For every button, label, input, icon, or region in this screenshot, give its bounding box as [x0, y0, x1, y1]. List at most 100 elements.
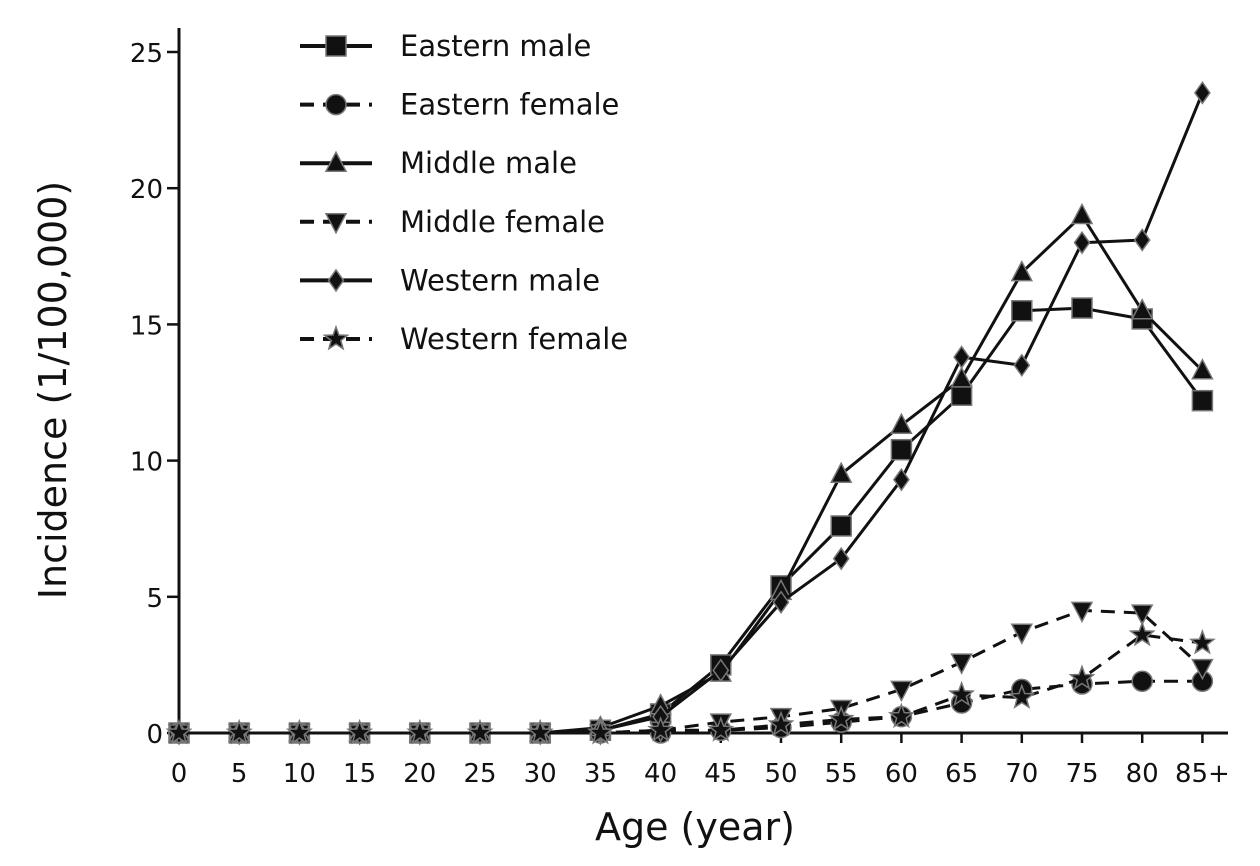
series-line	[179, 306, 1204, 735]
data-point	[1068, 664, 1096, 690]
series-middle-female	[167, 601, 1214, 746]
y-axis-title: Incidence (1/100,000)	[31, 181, 75, 599]
series-middle-male	[167, 202, 1214, 742]
data-point	[1010, 623, 1034, 645]
x-tick-label: 85+	[1175, 759, 1230, 789]
data-point	[950, 653, 973, 675]
x-tick-label: 40	[644, 759, 677, 789]
data-point	[1070, 601, 1094, 624]
x-tick-label: 20	[403, 759, 436, 789]
legend-item-western-female: Western female	[300, 322, 628, 356]
y-ticks: 0 5 10 15 20 25	[130, 39, 179, 750]
x-tick-label: 65	[945, 759, 978, 789]
legend-marker	[325, 35, 347, 57]
legend: Eastern male Eastern female Middle male Mid…	[300, 29, 628, 356]
data-point	[526, 718, 554, 745]
x-tick-label: 80	[1126, 759, 1159, 789]
legend-label: Middle female	[400, 205, 605, 239]
y-tick-label: 25	[130, 39, 163, 69]
data-point	[1133, 228, 1151, 252]
series-layer	[165, 81, 1216, 746]
x-ticks: 0 5 10 15 20 25 30 35 40 45 50 55 60 65 70 75 80 85+	[171, 733, 1230, 789]
data-point	[832, 546, 850, 571]
series-western-female	[165, 620, 1216, 745]
series-line	[179, 608, 1204, 735]
y-tick-label: 5	[146, 584, 163, 614]
legend-label: Western male	[400, 263, 600, 297]
x-tick-label: 70	[1005, 759, 1038, 789]
legend-item-middle-male: Middle male	[300, 146, 577, 180]
legend-marker	[324, 150, 348, 172]
legend-marker	[325, 93, 347, 116]
x-tick-label: 10	[283, 759, 316, 789]
y-tick-label: 10	[130, 448, 163, 478]
y-tick-label: 15	[130, 311, 163, 341]
data-point	[1193, 81, 1211, 105]
data-point	[1073, 230, 1091, 255]
legend-label: Western female	[400, 322, 628, 356]
x-tick-label: 45	[704, 759, 737, 789]
legend-marker	[327, 268, 345, 293]
legend-item-eastern-male: Eastern male	[300, 29, 591, 63]
data-point	[948, 680, 976, 707]
data-point	[892, 467, 910, 492]
x-tick-label: 5	[231, 759, 248, 789]
data-point	[1011, 300, 1033, 322]
data-point	[1130, 298, 1154, 320]
data-point	[772, 590, 790, 615]
legend-label: Middle male	[400, 146, 577, 180]
data-point	[829, 461, 853, 483]
axes	[177, 28, 1228, 735]
data-point	[890, 680, 913, 703]
data-point	[1131, 670, 1153, 692]
data-point	[712, 658, 730, 683]
data-point	[1191, 389, 1214, 412]
data-point	[466, 718, 494, 745]
legend-label: Eastern male	[400, 29, 591, 63]
data-point	[1128, 620, 1156, 647]
data-point	[953, 345, 971, 369]
data-point	[767, 710, 795, 737]
legend-item-middle-female: Middle female	[300, 205, 605, 239]
series-line	[179, 213, 1204, 735]
data-point	[406, 718, 434, 745]
data-point	[1191, 358, 1214, 380]
series-line	[179, 92, 1204, 735]
data-point	[890, 412, 913, 434]
x-tick-label: 60	[885, 759, 918, 789]
legend-item-eastern-female: Eastern female	[300, 88, 619, 122]
y-tick-label: 0	[146, 720, 163, 750]
series-eastern-male	[168, 297, 1214, 744]
series-western-male	[170, 81, 1211, 745]
data-point	[225, 718, 253, 745]
x-tick-label: 15	[343, 759, 376, 789]
data-point	[1130, 604, 1154, 626]
data-point	[1188, 628, 1216, 655]
x-tick-label: 25	[463, 759, 496, 789]
data-point	[950, 366, 973, 388]
data-point	[586, 718, 614, 745]
data-point	[830, 515, 852, 537]
x-tick-label: 50	[764, 759, 797, 789]
x-tick-label: 30	[524, 759, 557, 789]
legend-marker	[322, 324, 350, 351]
data-point	[1010, 260, 1034, 282]
data-point	[1070, 202, 1094, 225]
data-point	[827, 705, 855, 731]
data-point	[1071, 297, 1093, 319]
data-point	[950, 384, 973, 406]
legend-label: Eastern female	[400, 88, 619, 122]
series-line	[179, 633, 1203, 735]
x-tick-label: 55	[825, 759, 858, 789]
data-point	[707, 716, 735, 742]
x-tick-label: 35	[584, 759, 617, 789]
data-point	[890, 438, 913, 461]
data-point	[165, 718, 193, 745]
legend-marker	[324, 213, 348, 235]
data-point	[1008, 683, 1036, 710]
x-tick-label: 0	[171, 759, 188, 789]
x-axis-title: Age (year)	[595, 805, 795, 849]
y-tick-label: 20	[130, 175, 163, 205]
data-point	[647, 716, 675, 742]
